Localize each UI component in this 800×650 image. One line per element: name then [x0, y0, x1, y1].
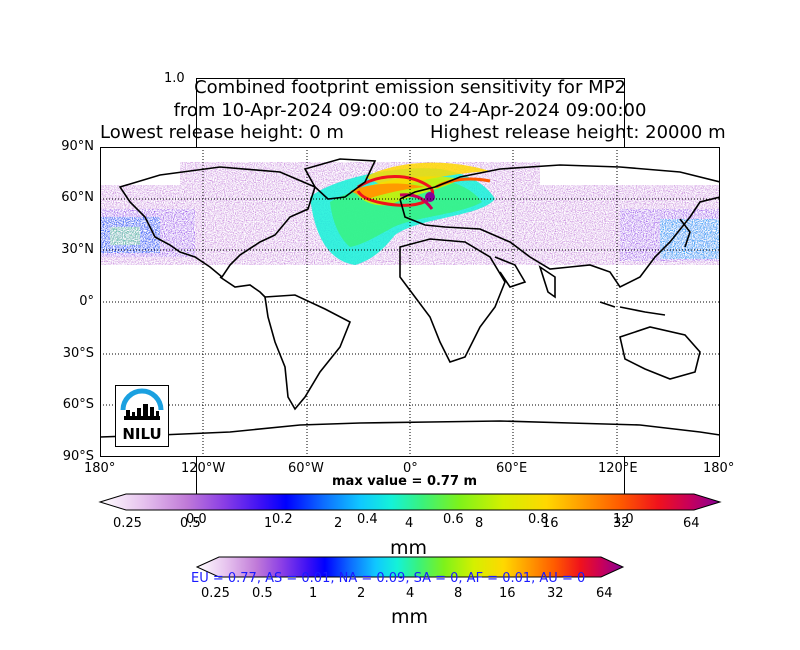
- cb1-tick-6: 16: [542, 516, 559, 531]
- ghost-tick-1: 0.2: [272, 512, 293, 527]
- lat-label-60n: 60°N: [61, 190, 94, 205]
- cb2-tick-0: 0.25: [201, 586, 230, 601]
- cb1-tick-5: 8: [475, 516, 484, 531]
- cb1-tick-0: 0.25: [113, 516, 142, 531]
- title-line-3-right: Highest release height: 20000 m: [430, 122, 726, 143]
- colorbar-main: [98, 493, 722, 511]
- cb2-unit: mm: [391, 606, 429, 628]
- lat-label-90n: 90°N: [61, 139, 94, 154]
- cb2-tick-5: 8: [454, 586, 463, 601]
- cb2-tick-7: 32: [547, 586, 564, 601]
- nilu-logo-text: NILU: [122, 425, 162, 443]
- cb1-unit: mm: [390, 537, 428, 559]
- nilu-logo-mark: [120, 388, 164, 420]
- cb1-tick-1: 0.5: [180, 516, 201, 531]
- ghost-tick-0: 0.0: [186, 512, 207, 527]
- graticule: [100, 147, 720, 457]
- cb2-tick-6: 16: [499, 586, 516, 601]
- cb2-tick-2: 1: [309, 586, 318, 601]
- title-line-1: Combined footprint emission sensitivity …: [194, 77, 626, 98]
- lat-label-90s: 90°S: [62, 449, 94, 464]
- cb1-tick-3: 2: [334, 516, 343, 531]
- cb1-tick-7: 32: [613, 516, 630, 531]
- map-panel: NILU: [100, 147, 720, 457]
- lon-label-60e: 60°E: [496, 461, 528, 476]
- lon-label-120e: 120°E: [598, 461, 638, 476]
- lon-label-180e: 180°: [703, 461, 735, 476]
- ghost-tick-3: 0.6: [443, 512, 464, 527]
- lon-label-180w: 180°: [84, 461, 116, 476]
- cb2-tick-3: 2: [357, 586, 366, 601]
- ghost-axis-top: [196, 78, 625, 79]
- ghost-axis-label: 1.0: [164, 71, 185, 86]
- max-value-label: max value = 0.77 m: [332, 474, 478, 489]
- colorbar-second: [195, 556, 625, 578]
- region-stats: EU = 0.77, AS = 0.01, NA = 0.09, SA = 0,…: [191, 571, 586, 586]
- cb2-tick-8: 64: [596, 586, 613, 601]
- lat-label-60s: 60°S: [62, 397, 94, 412]
- cb1-tick-8: 64: [683, 516, 700, 531]
- lat-label-30s: 30°S: [62, 346, 94, 361]
- cb1-tick-2: 1: [264, 516, 273, 531]
- cb2-tick-4: 4: [406, 586, 415, 601]
- lat-label-30n: 30°N: [61, 242, 94, 257]
- lon-label-120w: 120°W: [181, 461, 226, 476]
- lon-label-0: 0°: [403, 461, 418, 476]
- cb2-tick-1: 0.5: [252, 586, 273, 601]
- ghost-tick-5: 1.0: [613, 512, 634, 527]
- ghost-tick-2: 0.4: [357, 512, 378, 527]
- lon-label-60w: 60°W: [288, 461, 324, 476]
- title-line-2: from 10-Apr-2024 09:00:00 to 24-Apr-2024…: [173, 100, 647, 121]
- nilu-logo: NILU: [115, 385, 169, 447]
- world-map: [100, 147, 720, 457]
- ghost-tick-4: 0.8: [528, 512, 549, 527]
- coastlines: [100, 158, 720, 438]
- title-line-3-left: Lowest release height: 0 m: [100, 122, 344, 143]
- lat-label-0: 0°: [79, 294, 94, 309]
- cb1-tick-4: 4: [405, 516, 414, 531]
